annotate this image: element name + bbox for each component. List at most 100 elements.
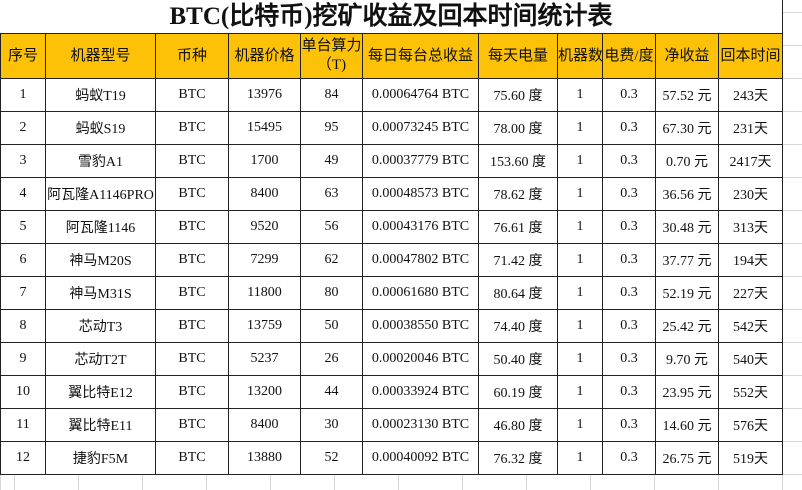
table-cell[interactable]: 576天 [718,408,783,442]
table-cell[interactable]: 11 [0,408,46,442]
table-cell[interactable]: 12 [0,441,46,475]
table-cell[interactable]: 23.95 元 [655,375,719,409]
table-cell[interactable]: 153.60 度 [478,144,558,178]
table-cell[interactable]: 540天 [718,342,783,376]
table-cell[interactable]: BTC [155,441,229,475]
table-cell[interactable]: 60.19 度 [478,375,558,409]
table-cell[interactable]: 0.00038550 BTC [362,309,479,343]
table-cell[interactable]: 80.64 度 [478,276,558,310]
table-cell[interactable]: 30 [300,408,363,442]
table-cell[interactable]: 1 [557,309,603,343]
column-header[interactable]: 每天电量 [478,33,558,79]
table-cell[interactable]: 50 [300,309,363,343]
table-cell[interactable]: 0.00023130 BTC [362,408,479,442]
table-cell[interactable]: 25.42 元 [655,309,719,343]
table-cell[interactable]: 52.19 元 [655,276,719,310]
table-cell[interactable]: 36.56 元 [655,177,719,211]
table-cell[interactable]: 30.48 元 [655,210,719,244]
column-header[interactable]: 机器型号 [45,33,156,79]
table-cell[interactable]: 0.3 [602,111,656,145]
column-header[interactable]: 机器数 [557,33,603,79]
table-cell[interactable]: 1 [557,441,603,475]
table-cell[interactable]: 80 [300,276,363,310]
table-cell[interactable]: 0.00033924 BTC [362,375,479,409]
table-cell[interactable]: 10 [0,375,46,409]
table-cell[interactable]: 1 [557,243,603,277]
table-cell[interactable]: 13880 [228,441,301,475]
table-cell[interactable]: 243天 [718,78,783,112]
table-cell[interactable]: 雪豹A1 [45,144,156,178]
table-cell[interactable]: 84 [300,78,363,112]
table-cell[interactable]: BTC [155,243,229,277]
table-cell[interactable]: 230天 [718,177,783,211]
table-cell[interactable]: 翼比特E11 [45,408,156,442]
table-cell[interactable]: 0.3 [602,375,656,409]
table-cell[interactable]: 0.00061680 BTC [362,276,479,310]
table-cell[interactable]: BTC [155,111,229,145]
table-cell[interactable]: 芯动T3 [45,309,156,343]
column-header[interactable]: 序号 [0,33,46,79]
table-cell[interactable]: 0.3 [602,309,656,343]
table-cell[interactable]: 4 [0,177,46,211]
table-cell[interactable]: 0.00048573 BTC [362,177,479,211]
table-cell[interactable]: 63 [300,177,363,211]
table-cell[interactable]: 2 [0,111,46,145]
table-cell[interactable]: 2417天 [718,144,783,178]
table-cell[interactable]: BTC [155,342,229,376]
table-cell[interactable]: 14.60 元 [655,408,719,442]
table-cell[interactable]: 1 [0,78,46,112]
table-cell[interactable]: 57.52 元 [655,78,719,112]
table-cell[interactable]: 78.62 度 [478,177,558,211]
table-cell[interactable]: BTC [155,276,229,310]
table-cell[interactable]: 67.30 元 [655,111,719,145]
table-cell[interactable]: 0.00040092 BTC [362,441,479,475]
table-cell[interactable]: 9520 [228,210,301,244]
column-header[interactable]: 净收益 [655,33,719,79]
table-cell[interactable]: 56 [300,210,363,244]
table-cell[interactable]: 1 [557,375,603,409]
table-cell[interactable]: 542天 [718,309,783,343]
table-cell[interactable]: 1 [557,276,603,310]
table-cell[interactable]: 0.3 [602,243,656,277]
table-cell[interactable]: 0.00073245 BTC [362,111,479,145]
table-cell[interactable]: 9.70 元 [655,342,719,376]
table-cell[interactable]: 52 [300,441,363,475]
table-cell[interactable]: 5237 [228,342,301,376]
table-cell[interactable]: 231天 [718,111,783,145]
table-cell[interactable]: 9 [0,342,46,376]
table-cell[interactable]: 76.32 度 [478,441,558,475]
table-cell[interactable]: 0.00037779 BTC [362,144,479,178]
table-cell[interactable]: 26 [300,342,363,376]
table-cell[interactable]: 6 [0,243,46,277]
table-cell[interactable]: 26.75 元 [655,441,719,475]
table-cell[interactable]: 翼比特E12 [45,375,156,409]
column-header[interactable]: 币种 [155,33,229,79]
table-cell[interactable]: 76.61 度 [478,210,558,244]
column-header[interactable]: 电费/度 [602,33,656,79]
column-header[interactable]: 每日每台总收益 [362,33,479,79]
table-cell[interactable]: 0.00064764 BTC [362,78,479,112]
column-header[interactable]: 回本时间 [718,33,783,79]
table-cell[interactable]: 0.3 [602,177,656,211]
table-cell[interactable]: 0.00020046 BTC [362,342,479,376]
table-cell[interactable]: 芯动T2T [45,342,156,376]
column-header[interactable]: 机器价格 [228,33,301,79]
table-cell[interactable]: 1 [557,342,603,376]
table-cell[interactable]: 7299 [228,243,301,277]
table-cell[interactable]: 44 [300,375,363,409]
table-cell[interactable]: 8400 [228,408,301,442]
table-cell[interactable]: BTC [155,309,229,343]
table-cell[interactable]: BTC [155,78,229,112]
table-cell[interactable]: 552天 [718,375,783,409]
table-cell[interactable]: 0.3 [602,276,656,310]
table-cell[interactable]: BTC [155,408,229,442]
table-cell[interactable]: 0.00043176 BTC [362,210,479,244]
table-cell[interactable]: 0.3 [602,441,656,475]
column-header[interactable]: 单台算力（T) [300,33,363,79]
table-cell[interactable]: 13200 [228,375,301,409]
table-cell[interactable]: 0.3 [602,342,656,376]
table-cell[interactable]: 神马M20S [45,243,156,277]
table-cell[interactable]: 1 [557,177,603,211]
table-cell[interactable]: 15495 [228,111,301,145]
table-cell[interactable]: 神马M31S [45,276,156,310]
